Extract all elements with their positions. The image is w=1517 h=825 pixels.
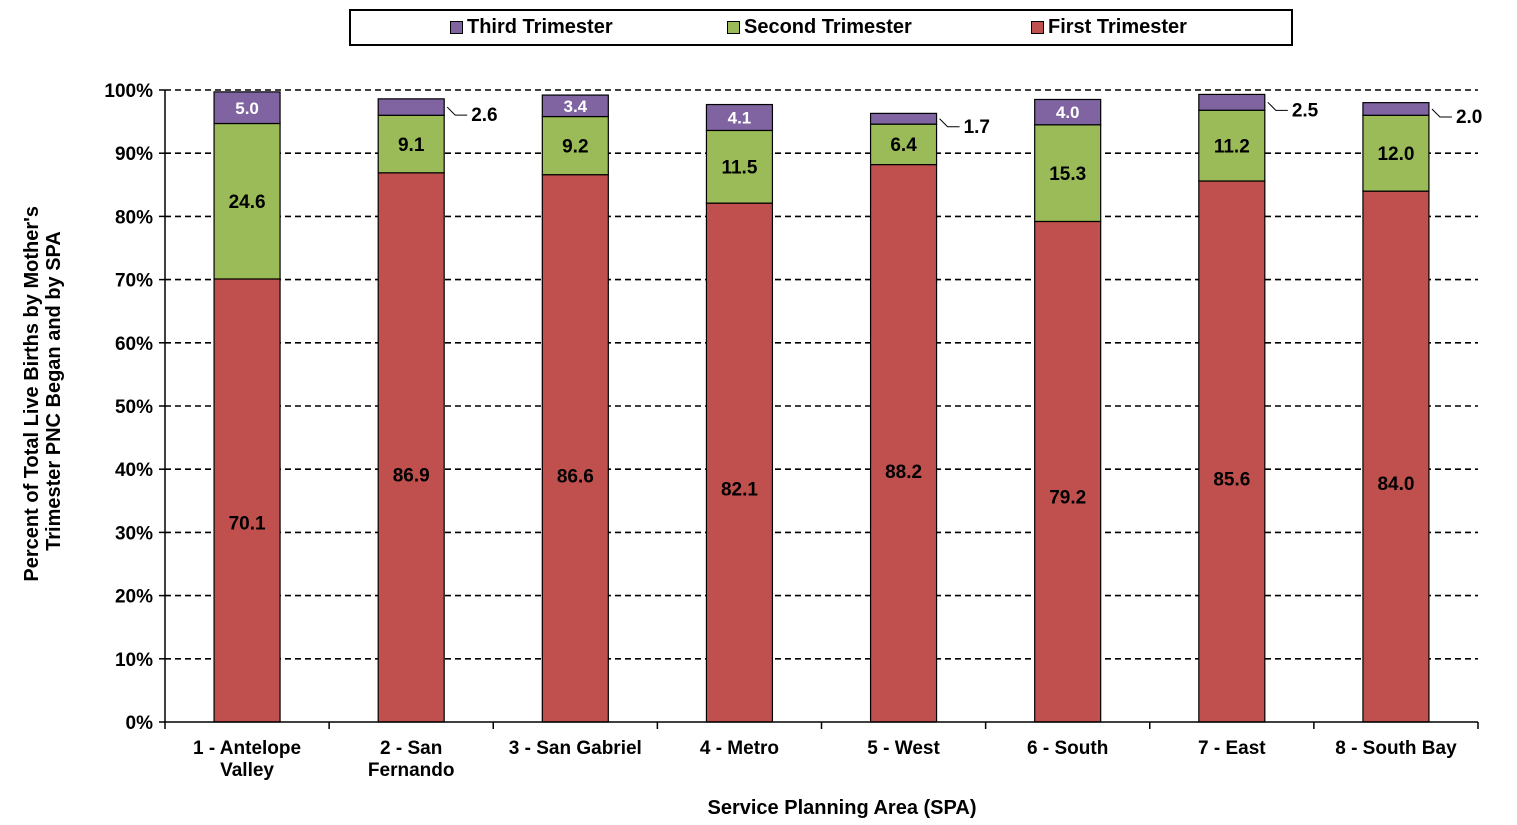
data-label: 88.2 [885,462,922,483]
data-label: 15.3 [1049,164,1086,185]
data-label: 2.5 [1292,100,1319,121]
x-tick-label: 3 - San Gabriel [509,738,642,759]
y-axis-title: Percent of Total Live Births by Mother's… [21,200,65,581]
y-tick-label: 30% [115,523,153,544]
data-label: 2.6 [471,105,497,126]
x-axis-title: Service Planning Area (SPA) [708,797,977,819]
leader-line [939,118,960,128]
legend-item-third-trimester: Third Trimester [450,11,613,44]
data-label: 4.1 [728,109,752,128]
bars [213,91,1430,723]
data-label: 9.2 [562,136,588,157]
y-tick-label: 50% [115,397,153,418]
bar-segment-second-trimester [1034,124,1102,223]
bar-segment-first-trimester [869,163,938,723]
data-label: 86.6 [557,467,594,488]
data-label: 84.0 [1377,474,1414,495]
legend-swatch-second-trimester [727,21,740,34]
bar-segment-first-trimester [1362,190,1430,723]
bar-segment-first-trimester [1034,220,1102,723]
legend-label-first-trimester: First Trimester [1048,16,1187,38]
bar-segment-third-trimester [869,112,938,125]
y-tick-label: 80% [115,207,153,228]
data-label: 12.0 [1377,144,1414,165]
bar-segment-first-trimester [213,278,281,723]
leader-line [1431,108,1452,118]
legend-swatch-first-trimester [1031,21,1044,34]
y-axis-title-line-2: Trimester PNC Began and by SPA [43,231,65,551]
data-label: 1.7 [964,117,990,138]
data-label: 6.4 [890,135,917,156]
y-tick-label: 60% [115,334,153,355]
bar-segment-first-trimester [541,174,609,723]
y-tick-label: 100% [104,81,153,102]
data-labels: 70.1 24.6 5.0 86.9 9.1 2.6 86.6 9.2 3.4 82.1 11.5 4… [229,97,1483,535]
x-tick-label: 8 - South Bay [1335,738,1457,759]
x-tick-label: Valley [220,760,274,781]
bar-segment-third-trimester [213,91,281,125]
y-tick-label: 40% [115,460,153,481]
data-label: 9.1 [398,135,425,156]
y-axis-title-line-1: Percent of Total Live Births by Mother's [21,206,43,582]
data-label: 11.5 [721,158,757,179]
chart-legend: Third Trimester Second Trimester First T… [349,9,1293,46]
data-label: 70.1 [229,513,266,534]
bar-segment-first-trimester [377,172,445,723]
y-tick-label: 20% [115,587,153,608]
data-label: 79.2 [1049,488,1086,509]
bar-segment-third-trimester [1362,102,1430,116]
data-label: 86.9 [393,466,430,487]
legend-label-third-trimester: Third Trimester [467,16,613,38]
gridlines [165,89,1478,660]
y-tick-label: 70% [115,271,153,292]
bar-segment-second-trimester [1362,114,1430,192]
bar-segment-first-trimester [1198,180,1266,723]
bar-segment-third-trimester [1034,98,1102,126]
leader-line [1267,101,1288,111]
bar-segment-second-trimester [869,123,938,166]
bar-segment-second-trimester [1198,109,1266,182]
axes: 0% 10% 20% 30% 40% 50% 60% 70% 80% 90% 100% 1 - Ant… [104,81,1479,781]
data-label: 3.4 [563,97,587,116]
x-tick-label: 1 - Antelope [193,738,301,759]
x-tick-label: 5 - West [867,738,940,759]
x-tick-label: 4 - Metro [700,738,779,759]
legend-label-second-trimester: Second Trimester [744,16,912,38]
bar-segment-third-trimester [377,98,445,116]
data-label: 2.0 [1456,107,1482,128]
legend-item-second-trimester: Second Trimester [727,11,912,44]
bar-segment-second-trimester [213,122,281,280]
y-tick-label: 10% [115,650,153,671]
x-tick-label: Fernando [368,760,455,781]
data-label: 82.1 [721,479,758,500]
bar-segment-third-trimester [705,103,774,132]
data-label: 4.0 [1056,103,1080,122]
legend-item-first-trimester: First Trimester [1031,11,1187,44]
y-tick-label: 90% [115,144,153,165]
data-label: 85.6 [1213,469,1250,490]
x-tick-label: 6 - South [1027,738,1108,759]
data-label: 24.6 [229,192,266,213]
x-tick-label: 7 - East [1198,738,1266,759]
bar-segment-third-trimester [541,94,609,118]
bar-segment-first-trimester [705,202,774,723]
x-tick-label: 2 - San [380,738,442,759]
data-label: 5.0 [235,99,259,118]
legend-swatch-third-trimester [450,21,463,34]
bar-segment-second-trimester [541,115,609,176]
bar-segment-second-trimester [377,114,445,174]
leader-line [446,106,468,116]
data-label: 11.2 [1214,136,1250,157]
y-tick-label: 0% [126,713,154,734]
bar-segment-third-trimester [1198,93,1266,111]
